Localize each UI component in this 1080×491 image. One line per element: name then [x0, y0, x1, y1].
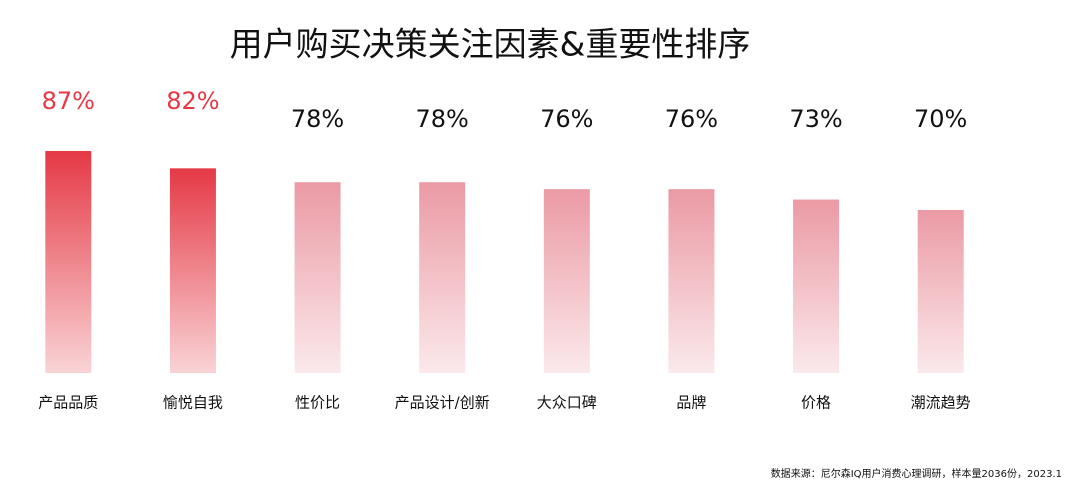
bar [45, 151, 92, 373]
bar [419, 182, 466, 373]
value-label: 82% [166, 87, 219, 115]
bar [668, 189, 715, 373]
source-note: 数据来源：尼尔森IQ用户消费心理调研，样本量2036份，2023.1 [771, 467, 1062, 480]
x-tick-label: 潮流趋势 [911, 394, 971, 412]
value-label: 87% [42, 87, 95, 115]
bar [294, 182, 341, 373]
chart-title: 用户购买决策关注因素&重要性排序 [230, 25, 751, 64]
value-label: 70% [914, 105, 967, 133]
x-tick-label: 价格 [801, 394, 831, 412]
value-label: 78% [416, 105, 469, 133]
value-label: 78% [291, 105, 344, 133]
bar [793, 199, 840, 373]
value-label: 76% [665, 105, 718, 133]
x-tick-label: 产品品质 [38, 394, 98, 412]
value-label: 73% [789, 105, 842, 133]
bar [543, 189, 590, 373]
bar [169, 168, 216, 373]
x-tick-label: 产品设计/创新 [395, 394, 490, 412]
x-tick-label: 大众口碑 [537, 394, 597, 412]
value-label: 76% [540, 105, 593, 133]
bar [917, 209, 964, 373]
x-tick-label: 愉悦自我 [163, 394, 223, 412]
x-tick-label: 性价比 [295, 394, 340, 412]
x-tick-label: 品牌 [676, 394, 706, 412]
